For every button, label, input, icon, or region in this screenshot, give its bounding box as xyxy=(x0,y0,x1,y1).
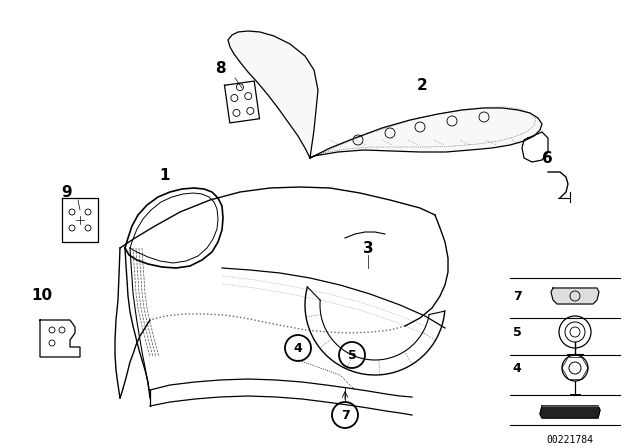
Text: 7: 7 xyxy=(513,289,522,302)
Text: 3: 3 xyxy=(363,241,373,255)
Text: 1: 1 xyxy=(160,168,170,182)
Text: 2: 2 xyxy=(417,78,428,92)
Polygon shape xyxy=(551,288,599,304)
Text: 5: 5 xyxy=(513,326,522,339)
Text: 7: 7 xyxy=(340,409,349,422)
Text: 00221784: 00221784 xyxy=(547,435,593,445)
Text: 9: 9 xyxy=(61,185,72,199)
Text: 4: 4 xyxy=(513,362,522,375)
Text: 8: 8 xyxy=(214,60,225,76)
Text: 10: 10 xyxy=(31,288,52,302)
Polygon shape xyxy=(228,31,318,158)
Text: 6: 6 xyxy=(541,151,552,165)
Polygon shape xyxy=(310,108,542,158)
Text: 5: 5 xyxy=(348,349,356,362)
Polygon shape xyxy=(540,406,600,418)
Text: 4: 4 xyxy=(294,341,302,354)
